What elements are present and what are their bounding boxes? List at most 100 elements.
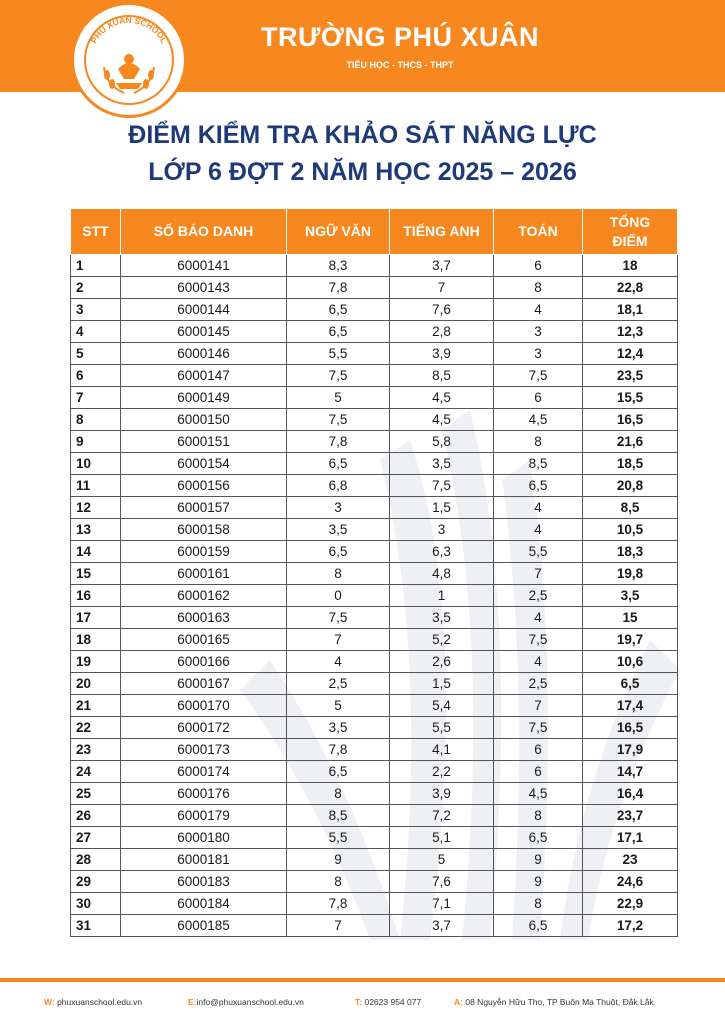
school-levels: TIỂU HỌC - THCS - THPT [346, 60, 454, 70]
cell-tieng-anh: 5,5 [389, 716, 494, 739]
table-row: 8 6000150 7,5 4,5 4,5 16,5 [70, 408, 678, 431]
cell-toan: 4,5 [493, 408, 583, 431]
cell-tong-diem: 8,5 [582, 496, 678, 519]
cell-tong-diem: 17,2 [582, 914, 678, 937]
footer-address: A: 08 Nguyễn Hữu Thọ, TP Buôn Ma Thuột, … [454, 997, 654, 1007]
header-tong: TỔNG [609, 213, 651, 230]
cell-stt: 16 [70, 584, 121, 607]
cell-so-bao-danh: 6000167 [120, 672, 287, 695]
cell-so-bao-danh: 6000179 [120, 804, 287, 827]
cell-ngu-van: 6,5 [286, 540, 390, 563]
footer-email: E:info@phuxuanschool.edu.vn [188, 997, 304, 1007]
table-row: 9 6000151 7,8 5,8 8 21,6 [70, 430, 678, 453]
cell-tong-diem: 15,5 [582, 386, 678, 409]
cell-tong-diem: 24,6 [582, 870, 678, 893]
cell-tieng-anh: 1 [389, 584, 494, 607]
cell-ngu-van: 5,5 [286, 826, 390, 849]
cell-ngu-van: 5,5 [286, 342, 390, 365]
cell-ngu-van: 5 [286, 694, 390, 717]
cell-tieng-anh: 5,1 [389, 826, 494, 849]
cell-tieng-anh: 3,7 [389, 914, 494, 937]
score-table: STT SỐ BÁO DANH NGỮ VĂN TIẾNG ANH TOÁN T… [70, 208, 678, 937]
footer-address-label: A: [454, 997, 463, 1007]
cell-so-bao-danh: 6000159 [120, 540, 287, 563]
table-row: 20 6000167 2,5 1,5 2,5 6,5 [70, 672, 678, 695]
cell-stt: 5 [70, 342, 121, 365]
cell-toan: 4 [493, 606, 583, 629]
cell-ngu-van: 7 [286, 914, 390, 937]
cell-stt: 22 [70, 716, 121, 739]
cell-tieng-anh: 7,1 [389, 892, 494, 915]
table-row: 17 6000163 7,5 3,5 4 15 [70, 606, 678, 629]
header-toan: TOÁN [493, 208, 583, 255]
cell-so-bao-danh: 6000161 [120, 562, 287, 585]
cell-ngu-van: 9 [286, 848, 390, 871]
cell-so-bao-danh: 6000172 [120, 716, 287, 739]
cell-toan: 6,5 [493, 914, 583, 937]
cell-ngu-van: 7,8 [286, 892, 390, 915]
cell-toan: 6 [493, 738, 583, 761]
cell-stt: 26 [70, 804, 121, 827]
table-row: 11 6000156 6,8 7,5 6,5 20,8 [70, 474, 678, 497]
cell-toan: 4 [493, 298, 583, 321]
table-row: 12 6000157 3 1,5 4 8,5 [70, 496, 678, 519]
cell-tieng-anh: 2,8 [389, 320, 494, 343]
cell-stt: 1 [70, 254, 121, 277]
cell-tong-diem: 22,9 [582, 892, 678, 915]
cell-tieng-anh: 7,6 [389, 298, 494, 321]
cell-toan: 4,5 [493, 782, 583, 805]
cell-toan: 9 [493, 848, 583, 871]
cell-so-bao-danh: 6000170 [120, 694, 287, 717]
footer-web-value[interactable]: phuxuanschool.edu.vn [57, 997, 143, 1007]
header-tieng-anh: TIẾNG ANH [389, 208, 494, 255]
footer-email-label: E: [188, 997, 197, 1007]
footer-email-value[interactable]: info@phuxuanschool.edu.vn [196, 997, 304, 1007]
cell-tong-diem: 16,5 [582, 716, 678, 739]
table-row: 27 6000180 5,5 5,1 6,5 17,1 [70, 826, 678, 849]
cell-stt: 24 [70, 760, 121, 783]
cell-ngu-van: 8 [286, 562, 390, 585]
cell-tong-diem: 10,5 [582, 518, 678, 541]
page-title-line1: ĐIỂM KIỂM TRA KHẢO SÁT NĂNG LỰC [128, 121, 597, 149]
header-bar: PHU XUAN SCHOOL TRƯỜNG PHÚ XUÂN TIỂU HỌC… [0, 0, 725, 118]
svg-text:PHU XUAN SCHOOL: PHU XUAN SCHOOL [89, 15, 170, 45]
cell-tong-diem: 23 [582, 848, 678, 871]
cell-toan: 7 [493, 562, 583, 585]
footer-tel-label: T: [355, 997, 363, 1007]
cell-ngu-van: 3 [286, 496, 390, 519]
cell-ngu-van: 7,8 [286, 738, 390, 761]
cell-stt: 20 [70, 672, 121, 695]
cell-toan: 6 [493, 386, 583, 409]
table-row: 16 6000162 0 1 2,5 3,5 [70, 584, 678, 607]
cell-tieng-anh: 4,5 [389, 408, 494, 431]
cell-toan: 6 [493, 760, 583, 783]
cell-tong-diem: 19,7 [582, 628, 678, 651]
cell-toan: 5,5 [493, 540, 583, 563]
cell-so-bao-danh: 6000146 [120, 342, 287, 365]
cell-tieng-anh: 7,5 [389, 474, 494, 497]
cell-ngu-van: 8,3 [286, 254, 390, 277]
cell-so-bao-danh: 6000156 [120, 474, 287, 497]
logo-text: PHU XUAN SCHOOL [89, 15, 170, 45]
cell-toan: 7,5 [493, 716, 583, 739]
table-row: 19 6000166 4 2,6 4 10,6 [70, 650, 678, 673]
cell-tieng-anh: 4,1 [389, 738, 494, 761]
score-table-body: 1 6000141 8,3 3,7 6 18 2 6000143 7,8 7 8 22,8 3 60001… [70, 254, 678, 937]
cell-tieng-anh: 3,5 [389, 452, 494, 475]
cell-ngu-van: 6,5 [286, 320, 390, 343]
cell-ngu-van: 0 [286, 584, 390, 607]
cell-stt: 17 [70, 606, 121, 629]
cell-tong-diem: 18,3 [582, 540, 678, 563]
table-row: 6 6000147 7,5 8,5 7,5 23,5 [70, 364, 678, 387]
cell-ngu-van: 6,5 [286, 760, 390, 783]
cell-tong-diem: 17,4 [582, 694, 678, 717]
cell-ngu-van: 8,5 [286, 804, 390, 827]
cell-tong-diem: 18 [582, 254, 678, 277]
cell-tieng-anh: 6,3 [389, 540, 494, 563]
cell-ngu-van: 4 [286, 650, 390, 673]
cell-stt: 13 [70, 518, 121, 541]
cell-so-bao-danh: 6000174 [120, 760, 287, 783]
cell-so-bao-danh: 6000151 [120, 430, 287, 453]
cell-toan: 3 [493, 342, 583, 365]
cell-ngu-van: 2,5 [286, 672, 390, 695]
